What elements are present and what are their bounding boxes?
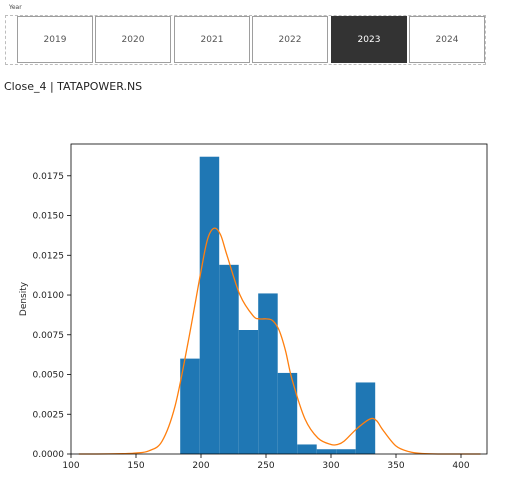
y-tick-label-5: 0.0125 xyxy=(33,251,65,261)
histogram-bar-9 xyxy=(355,382,376,454)
year-button-2022[interactable]: 2022 xyxy=(252,16,328,63)
kde-curve-group xyxy=(78,227,481,455)
histogram-bar-2 xyxy=(219,264,239,454)
histogram-bar-7 xyxy=(316,449,337,454)
histogram-bar-1 xyxy=(199,156,220,454)
y-axis-label: Density xyxy=(19,281,29,316)
year-button-2023[interactable]: 2023 xyxy=(331,16,407,63)
visual-title: Close_4 | TATAPOWER.NS xyxy=(4,80,143,93)
histogram-bars xyxy=(180,156,376,454)
x-tick-label-300: 300 xyxy=(322,461,339,471)
year-slicer-frame xyxy=(5,15,486,65)
histogram-bar-0 xyxy=(180,358,200,454)
slicer-title: Year xyxy=(9,4,22,11)
histogram-bar-8 xyxy=(336,449,356,454)
y-tick-label-7: 0.0175 xyxy=(33,172,65,182)
year-button-2021[interactable]: 2021 xyxy=(174,16,250,63)
year-slicer: 2019 2020 2021 2022 2023 2024 xyxy=(17,16,487,64)
y-tick-label-0: 0.0000 xyxy=(33,450,65,460)
x-tick-label-400: 400 xyxy=(452,461,469,471)
x-tick-label-250: 250 xyxy=(257,461,274,471)
year-button-2020[interactable]: 2020 xyxy=(95,16,171,63)
x-tick-label-200: 200 xyxy=(192,461,209,471)
y-tick-label-6: 0.0150 xyxy=(33,212,65,222)
year-button-2019[interactable]: 2019 xyxy=(17,16,93,63)
x-axis-ticks: 100 150 200 250 300 350 400 xyxy=(62,454,470,471)
histogram-bar-3 xyxy=(238,330,259,454)
y-tick-label-2: 0.0050 xyxy=(33,371,65,381)
plot-frame xyxy=(70,143,488,455)
year-button-2024[interactable]: 2024 xyxy=(409,16,485,63)
kde-curve xyxy=(78,227,481,455)
y-tick-label-3: 0.0075 xyxy=(33,331,65,341)
y-tick-label-4: 0.0100 xyxy=(33,291,65,301)
histogram-bar-5 xyxy=(277,372,298,454)
x-tick-label-100: 100 xyxy=(62,461,79,471)
x-tick-label-150: 150 xyxy=(127,461,144,471)
y-tick-label-1: 0.0025 xyxy=(33,410,65,420)
y-axis-ticks: 0.0000 0.0025 0.0050 0.0075 0.0100 0.0125 0.01… xyxy=(33,172,71,460)
histogram-bar-4 xyxy=(258,293,278,454)
histogram-bar-6 xyxy=(297,444,317,454)
x-tick-label-350: 350 xyxy=(387,461,404,471)
